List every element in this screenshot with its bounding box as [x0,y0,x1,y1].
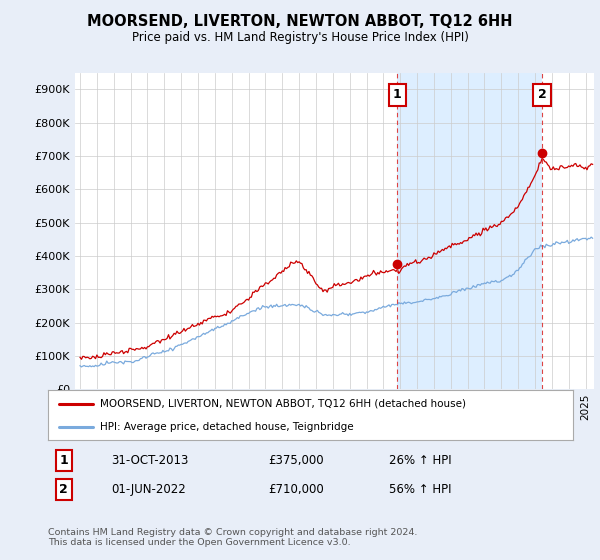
Text: 1: 1 [59,454,68,467]
Text: 56% ↑ HPI: 56% ↑ HPI [389,483,452,496]
Text: MOORSEND, LIVERTON, NEWTON ABBOT, TQ12 6HH: MOORSEND, LIVERTON, NEWTON ABBOT, TQ12 6… [87,14,513,29]
Text: 26% ↑ HPI: 26% ↑ HPI [389,454,452,467]
Text: £710,000: £710,000 [269,483,324,496]
Text: 2: 2 [538,88,547,101]
Text: 1: 1 [393,88,402,101]
Text: Contains HM Land Registry data © Crown copyright and database right 2024.
This d: Contains HM Land Registry data © Crown c… [48,528,418,547]
Text: 2: 2 [59,483,68,496]
Text: 01-JUN-2022: 01-JUN-2022 [111,483,186,496]
Text: 31-OCT-2013: 31-OCT-2013 [111,454,188,467]
Text: £375,000: £375,000 [269,454,324,467]
Bar [397,73,542,389]
Text: HPI: Average price, detached house, Teignbridge: HPI: Average price, detached house, Teig… [101,422,354,432]
Text: MOORSEND, LIVERTON, NEWTON ABBOT, TQ12 6HH (detached house): MOORSEND, LIVERTON, NEWTON ABBOT, TQ12 6… [101,399,467,409]
Text: Price paid vs. HM Land Registry's House Price Index (HPI): Price paid vs. HM Land Registry's House … [131,31,469,44]
